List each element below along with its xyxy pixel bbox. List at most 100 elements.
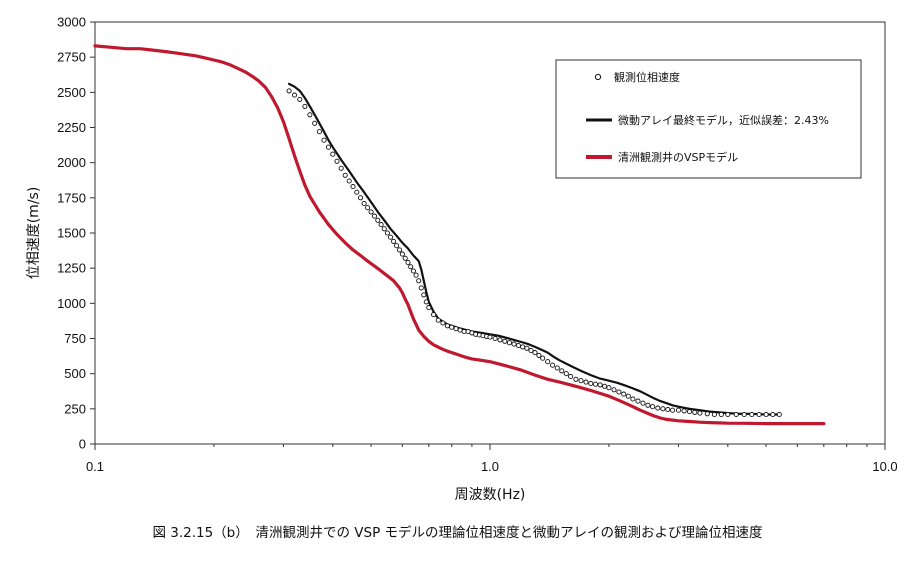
data-point-observed: [421, 292, 427, 298]
data-point-observed: [413, 272, 419, 278]
x-tick-label: 0.1: [86, 459, 104, 474]
data-point-observed: [312, 120, 318, 126]
data-point-observed: [402, 255, 408, 261]
data-point-observed: [346, 178, 352, 184]
data-point-observed: [568, 373, 574, 380]
data-point-observed: [692, 409, 698, 415]
legend-label-final-model: 微動アレイ最終モデル，近似誤差：2.43%: [618, 113, 829, 127]
legend-label-observed: 観測位相速度: [614, 70, 680, 84]
y-tick-label: 0: [79, 437, 86, 452]
data-point-observed: [650, 404, 656, 410]
figure-caption: 図 3.2.15（b） 清洲観測井での VSP モデルの理論位相速度と微動アレイ…: [152, 525, 763, 541]
data-point-observed: [435, 317, 441, 323]
y-tick-label: 2250: [57, 120, 86, 135]
data-point-observed: [540, 355, 546, 361]
data-point-observed: [597, 382, 603, 388]
data-point-observed: [357, 195, 364, 201]
data-point-observed: [381, 226, 387, 232]
data-point-observed: [645, 402, 651, 408]
data-point-observed: [559, 368, 565, 374]
data-point-observed: [718, 411, 724, 418]
series-layer: [93, 44, 826, 426]
data-point-observed: [408, 264, 414, 270]
data-point-observed: [670, 407, 676, 413]
data-point-observed: [511, 341, 517, 347]
data-point-observed: [756, 411, 762, 418]
data-point-observed: [635, 398, 641, 404]
data-point-observed: [640, 400, 646, 406]
data-point-observed: [354, 189, 360, 195]
data-point-observed: [365, 205, 371, 211]
data-point-observed: [588, 380, 594, 387]
data-point-observed: [371, 213, 378, 219]
data-point-observed: [291, 92, 298, 98]
data-point-observed: [686, 409, 693, 415]
data-point-observed: [528, 347, 534, 354]
y-tick-label: 500: [64, 366, 86, 381]
data-point-observed: [423, 299, 429, 305]
data-point-observed: [602, 383, 608, 389]
data-point-observed: [378, 222, 384, 228]
y-tick-label: 2500: [57, 85, 86, 100]
data-point-observed: [453, 326, 459, 332]
data-point-observed: [675, 407, 682, 413]
y-tick-label: 1750: [57, 190, 86, 205]
series-markers-observed: [286, 88, 782, 418]
data-point-observed: [733, 411, 739, 418]
data-point-observed: [592, 381, 599, 387]
data-point-observed: [711, 411, 717, 418]
data-point-observed: [583, 379, 589, 385]
data-point-observed: [375, 217, 381, 223]
data-point-observed: [405, 259, 411, 266]
y-tick-label: 1500: [57, 226, 86, 241]
data-point-observed: [770, 411, 776, 418]
data-point-observed: [368, 209, 374, 215]
data-point-observed: [431, 312, 437, 318]
data-point-observed: [506, 340, 512, 346]
data-point-observed: [350, 184, 356, 190]
data-point-observed: [396, 247, 403, 253]
data-point-observed: [418, 285, 424, 291]
data-point-observed: [325, 144, 332, 150]
legend: 観測位相速度 微動アレイ最終モデル，近似誤差：2.43% 清洲観測井のVSPモデ…: [555, 59, 862, 179]
data-point-observed: [776, 411, 782, 418]
y-tick-label: 2000: [57, 155, 86, 170]
data-point-observed: [763, 411, 769, 418]
x-tick-label: 10.0: [872, 459, 897, 474]
data-point-observed: [492, 335, 498, 342]
data-point-observed: [497, 337, 503, 343]
x-axis-ticks: 0.1 1.0 10.0: [86, 444, 898, 474]
data-point-observed: [532, 350, 538, 356]
y-tick-label: 1000: [57, 296, 86, 311]
series-line-vsp-model: [93, 44, 826, 426]
y-tick-label: 750: [64, 331, 86, 346]
data-point-observed: [487, 334, 493, 340]
data-point-observed: [307, 112, 313, 118]
data-point-observed: [387, 234, 394, 240]
data-point-observed: [330, 151, 336, 157]
data-point-observed: [536, 352, 542, 358]
data-point-observed: [342, 172, 348, 178]
data-point-observed: [563, 371, 569, 377]
y-axis-title: 位相速度(m/s): [26, 187, 42, 280]
data-point-observed: [440, 320, 446, 326]
x-axis-title: 周波数(Hz): [455, 487, 526, 503]
data-point-observed: [520, 344, 526, 350]
data-point-observed: [515, 342, 521, 349]
data-point-observed: [302, 103, 308, 109]
data-point-observed: [606, 385, 612, 391]
data-point-observed: [616, 389, 622, 395]
data-point-observed: [391, 238, 397, 244]
data-point-observed: [578, 378, 584, 384]
data-point-observed: [502, 338, 508, 344]
y-tick-label: 1250: [57, 261, 86, 276]
data-point-observed: [660, 406, 666, 412]
data-point-observed: [749, 411, 755, 418]
y-tick-label: 2750: [57, 50, 86, 65]
data-point-observed: [681, 408, 687, 414]
y-axis-ticks: 0 250 500 750 1000 1250 1500 1750 2000 2250 2500 27…: [57, 15, 95, 452]
data-point-observed: [426, 305, 432, 311]
y-tick-label: 3000: [57, 15, 86, 30]
data-point-observed: [338, 165, 344, 171]
data-point-observed: [384, 230, 390, 236]
